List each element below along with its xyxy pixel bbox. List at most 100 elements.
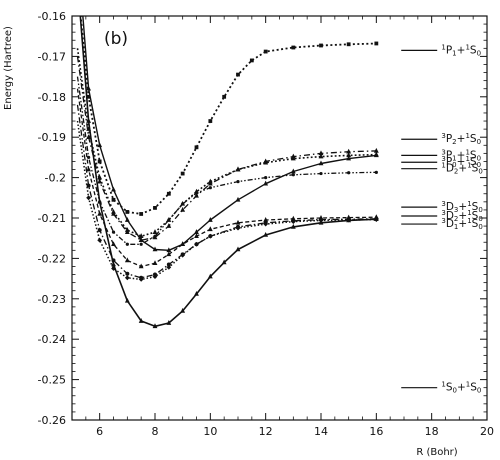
data-point	[263, 221, 269, 227]
x-axis-label: R (Bohr)	[416, 447, 457, 458]
data-point	[194, 192, 199, 198]
data-point	[138, 233, 144, 238]
asymptote-label: 3P1+1S0	[441, 148, 481, 162]
curve-line	[76, 56, 377, 241]
curve-series-7	[76, 104, 379, 280]
data-point	[263, 49, 268, 54]
data-point	[290, 223, 296, 229]
asymptote-label: 1P1+1S0	[441, 43, 481, 57]
data-point	[319, 171, 323, 176]
x-tick-label: 8	[152, 425, 159, 438]
data-point	[236, 180, 240, 184]
plot-frame	[71, 15, 488, 421]
data-point	[235, 166, 241, 172]
data-point	[208, 186, 212, 190]
data-point	[180, 241, 186, 247]
data-point	[86, 85, 91, 91]
data-point	[194, 191, 199, 195]
data-point	[111, 241, 116, 247]
y-tick-label: -0.26	[38, 414, 66, 427]
data-point	[194, 233, 199, 238]
y-tick-label: -0.19	[38, 131, 66, 144]
data-point	[319, 43, 323, 48]
y-tick-label: -0.21	[38, 212, 66, 225]
data-point	[180, 171, 185, 176]
asymptote-label: 3D3+1S0	[441, 200, 482, 214]
x-tick-label: 18	[425, 425, 439, 438]
asymptote-label: 3P0+1S0	[441, 155, 481, 169]
data-point	[97, 228, 102, 233]
data-point	[124, 257, 130, 263]
data-point	[235, 225, 241, 231]
curve-line	[76, 104, 377, 279]
data-point	[138, 318, 144, 323]
data-point	[111, 186, 116, 192]
asymptote-label: 3D2+1S0	[441, 209, 482, 223]
y-tick-label: -0.18	[38, 91, 66, 104]
potential-curves	[76, 16, 379, 329]
y-tick-label: -0.24	[38, 333, 66, 346]
y-tick-label: -0.25	[38, 374, 66, 387]
data-point	[290, 168, 296, 174]
data-point	[264, 176, 268, 180]
data-point	[263, 159, 269, 165]
data-point	[346, 217, 352, 223]
data-point	[374, 41, 379, 46]
y-tick-label: -0.22	[38, 252, 66, 265]
data-point	[86, 183, 91, 188]
data-point	[167, 218, 171, 222]
data-point	[166, 223, 172, 228]
data-point	[166, 191, 171, 196]
data-point	[318, 219, 324, 225]
data-point	[291, 173, 295, 177]
data-point	[138, 277, 144, 282]
data-point	[221, 259, 227, 265]
data-point	[194, 241, 199, 247]
data-point	[346, 42, 351, 47]
data-point	[166, 262, 171, 267]
data-point	[346, 152, 352, 158]
data-point	[152, 323, 158, 329]
asymptote-label: 1D2+1S0	[441, 162, 482, 176]
x-tick-label: 16	[369, 425, 383, 438]
data-point	[263, 180, 269, 186]
data-point	[138, 237, 144, 243]
asymptote-label: 3D1+1S0	[441, 217, 482, 231]
data-point	[207, 178, 213, 184]
data-point	[124, 217, 130, 222]
data-point	[111, 230, 116, 234]
x-tick-label: 12	[259, 425, 273, 438]
data-point	[125, 210, 130, 214]
data-point	[374, 170, 378, 174]
curve-line	[76, 120, 377, 281]
curve-line	[76, 88, 377, 268]
data-point	[235, 246, 241, 252]
data-point	[86, 94, 91, 99]
curve-series-6	[76, 88, 379, 269]
data-point	[111, 261, 116, 267]
data-point	[166, 320, 172, 325]
data-point	[97, 159, 102, 164]
data-point	[180, 307, 186, 313]
data-point	[373, 151, 379, 157]
data-point	[222, 94, 227, 99]
data-point	[166, 247, 172, 253]
x-tick-label: 20	[480, 425, 494, 438]
curve-series-9	[79, 16, 379, 329]
data-point	[347, 171, 351, 175]
data-point	[180, 252, 186, 258]
data-point	[373, 216, 379, 222]
axis-ticks: 6 8 10 12 14 16 18 20 -0.16 -0.17 -0.18 -0.19 -0.2 -0…	[38, 10, 494, 438]
data-point	[124, 297, 130, 303]
data-point	[97, 237, 103, 243]
data-point	[194, 229, 199, 234]
asymptote-label: 3P2+1S0	[441, 132, 481, 146]
data-point	[111, 197, 116, 202]
y-tick-label: -0.16	[38, 10, 66, 23]
data-point	[138, 263, 144, 269]
data-point	[373, 147, 379, 153]
data-point	[139, 242, 143, 246]
data-point	[318, 150, 324, 156]
data-point	[194, 145, 199, 150]
